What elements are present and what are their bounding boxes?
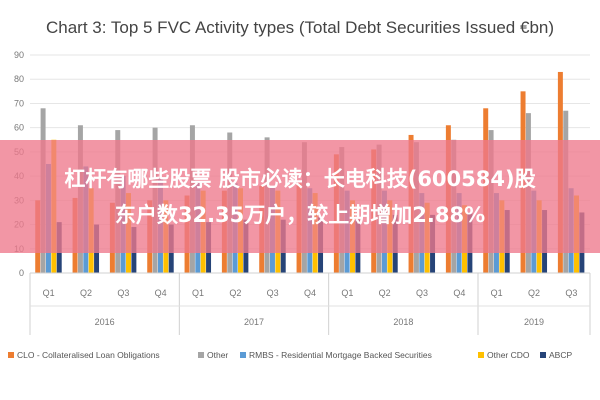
x-tick-label: Q3 — [117, 288, 129, 298]
x-tick-label: Q4 — [155, 288, 167, 298]
overlay-line-1: 杠杆有哪些股票 股市必读：长电科技(600584)股 — [64, 166, 536, 191]
overlay-banner: 杠杆有哪些股票 股市必读：长电科技(600584)股 东户数32.35万户，较上… — [0, 140, 600, 253]
legend-label: RMBS - Residential Mortgage Backed Secur… — [249, 350, 432, 360]
legend-label: Other CDO — [487, 350, 530, 360]
y-tick-label: 0 — [19, 268, 24, 278]
x-tick-label: Q4 — [304, 288, 316, 298]
x-tick-label: Q1 — [341, 288, 353, 298]
x-axis: Q1 Q2 Q3 Q4 Q1 Q2 Q3 Q4 Q1 Q2 Q3 Q4 Q1 Q2 Q3 2016 2017 20… — [29, 272, 591, 335]
year-label: 2019 — [524, 317, 544, 327]
x-tick-label: Q2 — [229, 288, 241, 298]
chart-title: Chart 3: Top 5 FVC Activity types (Total… — [46, 18, 554, 37]
year-label: 2018 — [393, 317, 413, 327]
year-label: 2016 — [95, 317, 115, 327]
y-tick-label: 70 — [14, 98, 24, 108]
y-tick-label: 60 — [14, 123, 24, 133]
legend-swatch — [8, 352, 14, 358]
x-tick-label: Q1 — [43, 288, 55, 298]
legend-swatch — [478, 352, 484, 358]
x-tick-label: Q4 — [453, 288, 465, 298]
legend-swatch — [198, 352, 204, 358]
x-tick-label: Q3 — [565, 288, 577, 298]
legend: CLO - Collateralised Loan Obligations Oth… — [8, 350, 572, 360]
overlay-line-2: 东户数32.35万户，较上期增加2.88% — [114, 202, 486, 227]
legend-label: Other — [207, 350, 228, 360]
x-tick-label: Q3 — [416, 288, 428, 298]
x-tick-label: Q2 — [528, 288, 540, 298]
year-label: 2017 — [244, 317, 264, 327]
x-tick-label: Q3 — [267, 288, 279, 298]
legend-label: ABCP — [549, 350, 572, 360]
x-tick-label: Q1 — [192, 288, 204, 298]
y-tick-label: 90 — [14, 50, 24, 60]
x-tick-label: Q1 — [491, 288, 503, 298]
x-tick-label: Q2 — [379, 288, 391, 298]
x-tick-label: Q2 — [80, 288, 92, 298]
legend-swatch — [540, 352, 546, 358]
y-tick-label: 80 — [14, 74, 24, 84]
legend-label: CLO - Collateralised Loan Obligations — [17, 350, 160, 360]
legend-swatch — [240, 352, 246, 358]
